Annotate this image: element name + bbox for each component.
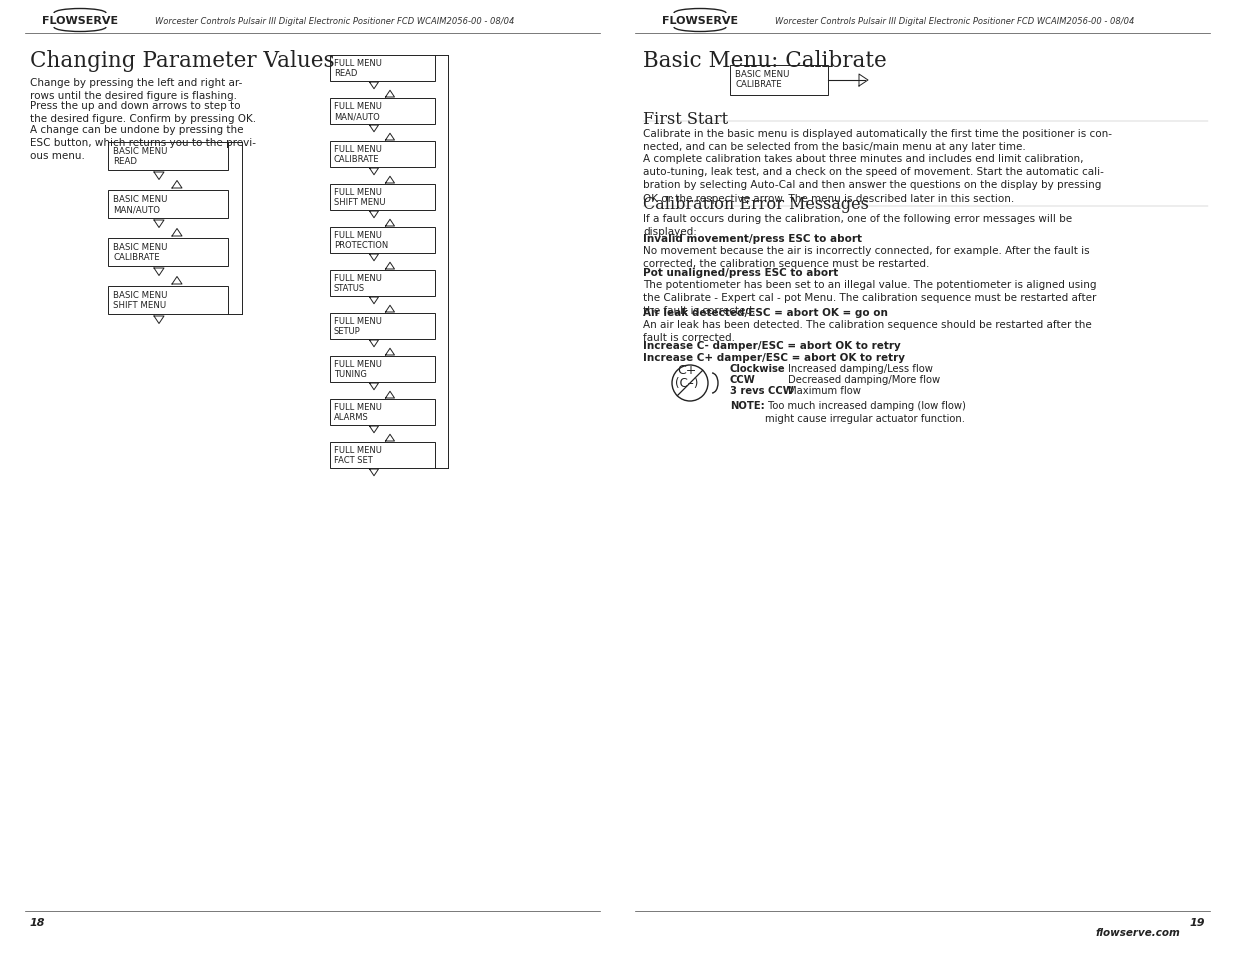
Text: Pot unaligned/press ESC to abort: Pot unaligned/press ESC to abort bbox=[643, 268, 839, 277]
Text: Increase C- damper/ESC = abort OK to retry: Increase C- damper/ESC = abort OK to ret… bbox=[643, 340, 900, 351]
Text: CCW: CCW bbox=[730, 375, 756, 385]
Bar bbox=[330, 228, 435, 253]
Text: BASIC MENU
READ: BASIC MENU READ bbox=[112, 147, 168, 166]
Bar bbox=[330, 356, 435, 382]
Text: FULL MENU
SETUP: FULL MENU SETUP bbox=[333, 316, 382, 336]
Text: 19: 19 bbox=[1189, 917, 1205, 927]
Text: FULL MENU
CALIBRATE: FULL MENU CALIBRATE bbox=[333, 145, 382, 164]
Bar bbox=[330, 314, 435, 339]
Text: If a fault occurs during the calibration, one of the following error messages wi: If a fault occurs during the calibration… bbox=[643, 213, 1072, 237]
Text: flowserve.com: flowserve.com bbox=[1095, 927, 1179, 937]
Bar bbox=[107, 191, 228, 219]
Text: FULL MENU
TUNING: FULL MENU TUNING bbox=[333, 359, 382, 379]
Text: Air leak detected/ESC = abort OK = go on: Air leak detected/ESC = abort OK = go on bbox=[643, 308, 888, 317]
Text: Press the up and down arrows to step to
the desired figure. Confirm by pressing : Press the up and down arrows to step to … bbox=[30, 101, 256, 124]
Text: A change can be undone by pressing the
ESC button, which returns you to the prev: A change can be undone by pressing the E… bbox=[30, 125, 256, 161]
Text: FULL MENU
READ: FULL MENU READ bbox=[333, 59, 382, 78]
Text: 18: 18 bbox=[30, 917, 46, 927]
Text: Worcester Controls Pulsair III Digital Electronic Positioner FCD WCAIM2056-00 - : Worcester Controls Pulsair III Digital E… bbox=[776, 16, 1135, 26]
Text: The potentiometer has been set to an illegal value. The potentiometer is aligned: The potentiometer has been set to an ill… bbox=[643, 280, 1097, 316]
Text: Worcester Controls Pulsair III Digital Electronic Positioner FCD WCAIM2056-00 - : Worcester Controls Pulsair III Digital E… bbox=[156, 16, 514, 26]
Text: BASIC MENU
MAN/AUTO: BASIC MENU MAN/AUTO bbox=[112, 194, 168, 214]
Text: (C–): (C–) bbox=[676, 376, 698, 390]
Text: C+: C+ bbox=[677, 364, 697, 376]
Text: Calibrate in the basic menu is displayed automatically the first time the positi: Calibrate in the basic menu is displayed… bbox=[643, 129, 1112, 152]
Text: First Start: First Start bbox=[643, 111, 729, 128]
Text: Changing Parameter Values: Changing Parameter Values bbox=[30, 50, 335, 71]
Bar bbox=[330, 56, 435, 82]
Text: BASIC MENU
SHIFT MENU: BASIC MENU SHIFT MENU bbox=[112, 291, 168, 310]
Text: An air leak has been detected. The calibration sequence should be restarted afte: An air leak has been detected. The calib… bbox=[643, 319, 1092, 343]
Text: Change by pressing the left and right ar-
rows until the desired figure is flash: Change by pressing the left and right ar… bbox=[30, 78, 242, 101]
Text: Maximum flow: Maximum flow bbox=[788, 386, 861, 395]
Bar bbox=[730, 66, 827, 96]
Text: FLOWSERVE: FLOWSERVE bbox=[662, 16, 739, 26]
Text: FULL MENU
SHIFT MENU: FULL MENU SHIFT MENU bbox=[333, 188, 385, 207]
Text: FULL MENU
PROTECTION: FULL MENU PROTECTION bbox=[333, 231, 388, 250]
Text: No movement because the air is incorrectly connected, for example. After the fau: No movement because the air is incorrect… bbox=[643, 246, 1089, 269]
Bar bbox=[330, 185, 435, 211]
Bar bbox=[107, 287, 228, 314]
Text: Decreased damping/More flow: Decreased damping/More flow bbox=[788, 375, 940, 385]
Bar bbox=[330, 142, 435, 168]
Bar bbox=[330, 399, 435, 426]
Text: BASIC MENU
CALIBRATE: BASIC MENU CALIBRATE bbox=[112, 243, 168, 262]
Bar bbox=[107, 239, 228, 267]
Text: Basic Menu: Calibrate: Basic Menu: Calibrate bbox=[643, 50, 887, 71]
Text: Too much increased damping (low flow)
might cause irregular actuator function.: Too much increased damping (low flow) mi… bbox=[764, 400, 966, 424]
Text: FULL MENU
STATUS: FULL MENU STATUS bbox=[333, 274, 382, 294]
Text: BASIC MENU
CALIBRATE: BASIC MENU CALIBRATE bbox=[735, 70, 789, 90]
Text: A complete calibration takes about three minutes and includes end limit calibrat: A complete calibration takes about three… bbox=[643, 153, 1104, 203]
Text: Increased damping/Less flow: Increased damping/Less flow bbox=[788, 364, 932, 374]
Text: FLOWSERVE: FLOWSERVE bbox=[42, 16, 119, 26]
Text: 3 revs CCW: 3 revs CCW bbox=[730, 386, 794, 395]
Text: Invalid movement/press ESC to abort: Invalid movement/press ESC to abort bbox=[643, 233, 862, 244]
Bar bbox=[330, 271, 435, 296]
Text: FULL MENU
MAN/AUTO: FULL MENU MAN/AUTO bbox=[333, 102, 382, 121]
Text: FULL MENU
ALARMS: FULL MENU ALARMS bbox=[333, 402, 382, 422]
Text: Clockwise: Clockwise bbox=[730, 364, 785, 374]
Bar bbox=[107, 143, 228, 171]
Text: Increase C+ damper/ESC = abort OK to retry: Increase C+ damper/ESC = abort OK to ret… bbox=[643, 353, 905, 363]
Bar bbox=[330, 99, 435, 125]
Bar bbox=[330, 442, 435, 469]
Text: NOTE:: NOTE: bbox=[730, 400, 764, 411]
Text: FULL MENU
FACT SET: FULL MENU FACT SET bbox=[333, 446, 382, 465]
Text: Calibration Error Messages: Calibration Error Messages bbox=[643, 195, 869, 213]
